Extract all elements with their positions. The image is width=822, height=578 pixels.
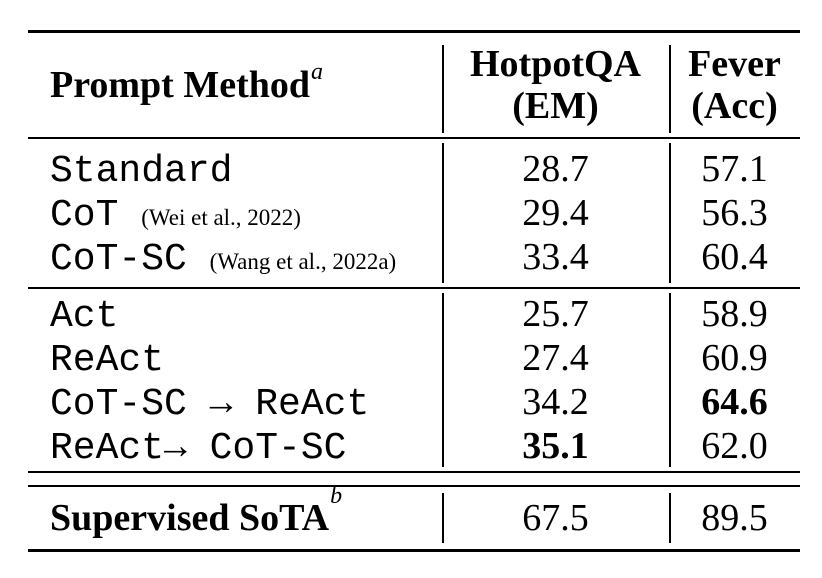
hotpotqa-value: 29.4 xyxy=(522,192,589,234)
column-divider xyxy=(669,143,671,283)
fever-value: 60.4 xyxy=(701,236,768,278)
column-divider xyxy=(442,45,444,133)
method-name: CoT-SC → ReAct xyxy=(50,383,370,426)
citation: (Wang et al., 2022a) xyxy=(209,249,397,274)
header-fever-title: Fever xyxy=(688,43,781,85)
fever-value: 56.3 xyxy=(701,192,768,234)
table-header-row: Prompt Method a HotpotQA (EM) Fever (Acc) xyxy=(28,33,800,139)
method-cell: CoT-SC → ReAct xyxy=(28,383,442,427)
method-name: CoT-SC xyxy=(50,238,187,281)
table-row-react: ReAct 27.4 60.9 xyxy=(28,336,800,383)
method-name: Standard xyxy=(50,150,233,193)
table-row-cot: CoT (Wei et al., 2022) 29.4 56.3 xyxy=(28,191,800,237)
header-fever-unit: (Acc) xyxy=(691,85,778,127)
method-name: ReAct→ CoT-SC xyxy=(50,427,347,470)
header-hotpotqa-title: HotpotQA xyxy=(470,43,641,85)
footnote-marker-b: b xyxy=(330,483,343,510)
fever-value: 58.9 xyxy=(701,293,768,335)
table-row-cot-sc: CoT-SC (Wang et al., 2022a) 33.4 60.4 xyxy=(28,235,800,281)
hotpotqa-value: 27.4 xyxy=(522,337,589,379)
column-divider xyxy=(669,45,671,133)
column-divider xyxy=(669,493,671,543)
react-methods-group: Act 25.7 58.9 ReAct 27.4 60.9 CoT-SC → R… xyxy=(28,289,800,471)
header-hotpotqa-unit: (EM) xyxy=(512,85,599,127)
supervised-sota-section: Supervised SoTAb 67.5 89.5 xyxy=(28,484,800,549)
header-hotpotqa: HotpotQA (EM) xyxy=(442,33,669,137)
hotpotqa-value: 28.7 xyxy=(522,148,589,190)
method-cell: Act xyxy=(28,295,442,339)
fever-value: 89.5 xyxy=(701,497,768,539)
fever-value: 60.9 xyxy=(701,337,768,379)
method-cell: Supervised SoTAb xyxy=(28,484,442,549)
hotpotqa-value: 67.5 xyxy=(522,497,589,539)
method-cell: CoT (Wei et al., 2022) xyxy=(28,194,442,240)
method-name: CoT xyxy=(50,194,119,237)
double-rule-divider xyxy=(28,471,800,487)
baseline-methods-group: Standard 28.7 57.1 CoT (Wei et al., 2022… xyxy=(28,139,800,289)
method-cell: Standard xyxy=(28,150,442,194)
hotpotqa-value-best: 35.1 xyxy=(522,425,589,467)
fever-value: 57.1 xyxy=(701,148,768,190)
column-divider xyxy=(442,493,444,543)
method-name: Act xyxy=(50,295,119,338)
header-prompt-method: Prompt Method a xyxy=(50,58,323,106)
supervised-sota-label: Supervised SoTA xyxy=(50,497,330,539)
citation: (Wei et al., 2022) xyxy=(141,205,301,230)
method-cell: ReAct→ CoT-SC xyxy=(28,427,442,471)
method-cell: CoT-SC (Wang et al., 2022a) xyxy=(28,238,442,284)
hotpotqa-value: 25.7 xyxy=(522,293,589,335)
table-row-cot-sc-to-react: CoT-SC → ReAct 34.2 64.6 xyxy=(28,380,800,427)
hotpotqa-value: 33.4 xyxy=(522,236,589,278)
fever-value-best: 64.6 xyxy=(701,381,768,423)
column-divider xyxy=(442,293,444,467)
column-divider xyxy=(442,143,444,283)
hotpotqa-value: 34.2 xyxy=(522,381,589,423)
header-fever: Fever (Acc) xyxy=(669,33,800,137)
table-row-act: Act 25.7 58.9 xyxy=(28,292,800,339)
method-name: ReAct xyxy=(50,339,165,382)
header-prompt-method-label: Prompt Method xyxy=(50,64,310,106)
column-divider xyxy=(669,293,671,467)
results-table: Prompt Method a HotpotQA (EM) Fever (Acc)… xyxy=(28,30,800,552)
table-row-standard: Standard 28.7 57.1 xyxy=(28,147,800,194)
fever-value: 62.0 xyxy=(701,425,768,467)
table-row-react-to-cot-sc: ReAct→ CoT-SC 35.1 62.0 xyxy=(28,424,800,471)
table-row-supervised-sota: Supervised SoTAb 67.5 89.5 xyxy=(28,484,800,549)
method-cell: ReAct xyxy=(28,339,442,383)
